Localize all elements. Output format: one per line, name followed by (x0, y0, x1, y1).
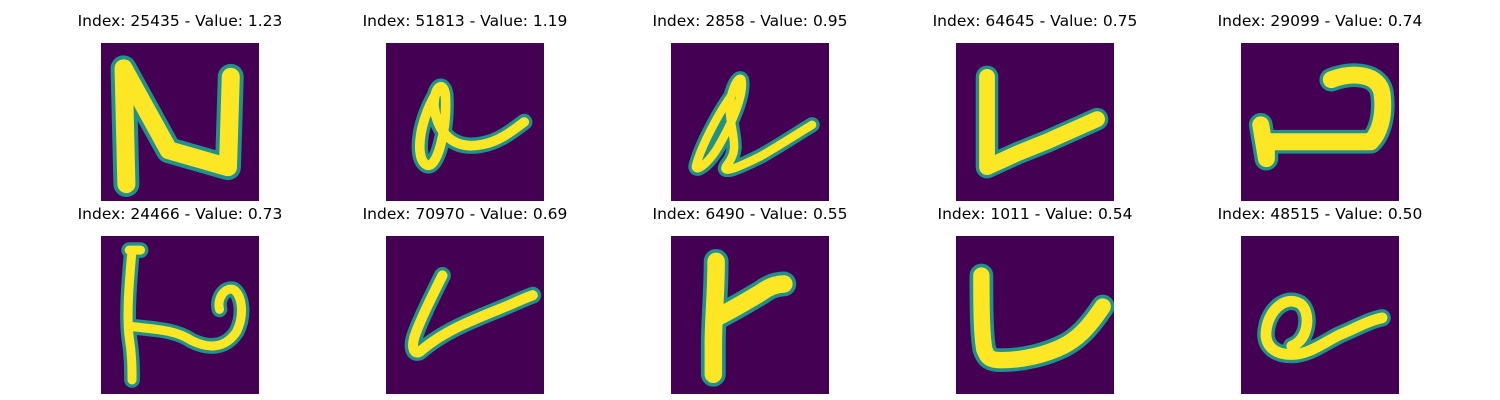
handwritten-glyph-hook (1248, 63, 1395, 171)
digit-image (956, 236, 1114, 394)
digit-image (1241, 236, 1399, 394)
sample-title: Index: 29099 - Value: 0.74 (1217, 12, 1423, 30)
sample-title: Index: 64645 - Value: 0.75 (932, 12, 1138, 30)
sample-title: Index: 24466 - Value: 0.73 (77, 205, 283, 223)
digit-image (671, 43, 829, 201)
handwritten-glyph-y (700, 248, 797, 387)
sample-title: Index: 1011 - Value: 0.54 (937, 205, 1133, 223)
sample-title: Index: 6490 - Value: 0.55 (652, 205, 848, 223)
handwritten-glyph-l (975, 65, 1109, 179)
sample-title: Index: 48515 - Value: 0.50 (1217, 205, 1423, 223)
handwritten-glyph-a (688, 71, 820, 178)
digit-image (101, 236, 259, 394)
digit-image (956, 43, 1114, 201)
handwritten-glyph-n (110, 55, 244, 198)
sample-title: Index: 70970 - Value: 0.69 (362, 205, 568, 223)
handwritten-glyph-l (969, 263, 1114, 372)
sample-title: Index: 2858 - Value: 0.95 (652, 12, 848, 30)
digit-image (386, 43, 544, 201)
handwritten-glyph-a (411, 78, 533, 174)
sample-title: Index: 25435 - Value: 1.23 (77, 12, 283, 30)
handwritten-glyph-hook (120, 242, 250, 388)
handwritten-glyph-e (1257, 292, 1391, 364)
handwritten-glyph-v (404, 267, 542, 361)
sample-title: Index: 51813 - Value: 1.19 (362, 12, 568, 30)
digit-image (386, 236, 544, 394)
digit-image (101, 43, 259, 201)
digit-image (1241, 43, 1399, 201)
digit-image (671, 236, 829, 394)
